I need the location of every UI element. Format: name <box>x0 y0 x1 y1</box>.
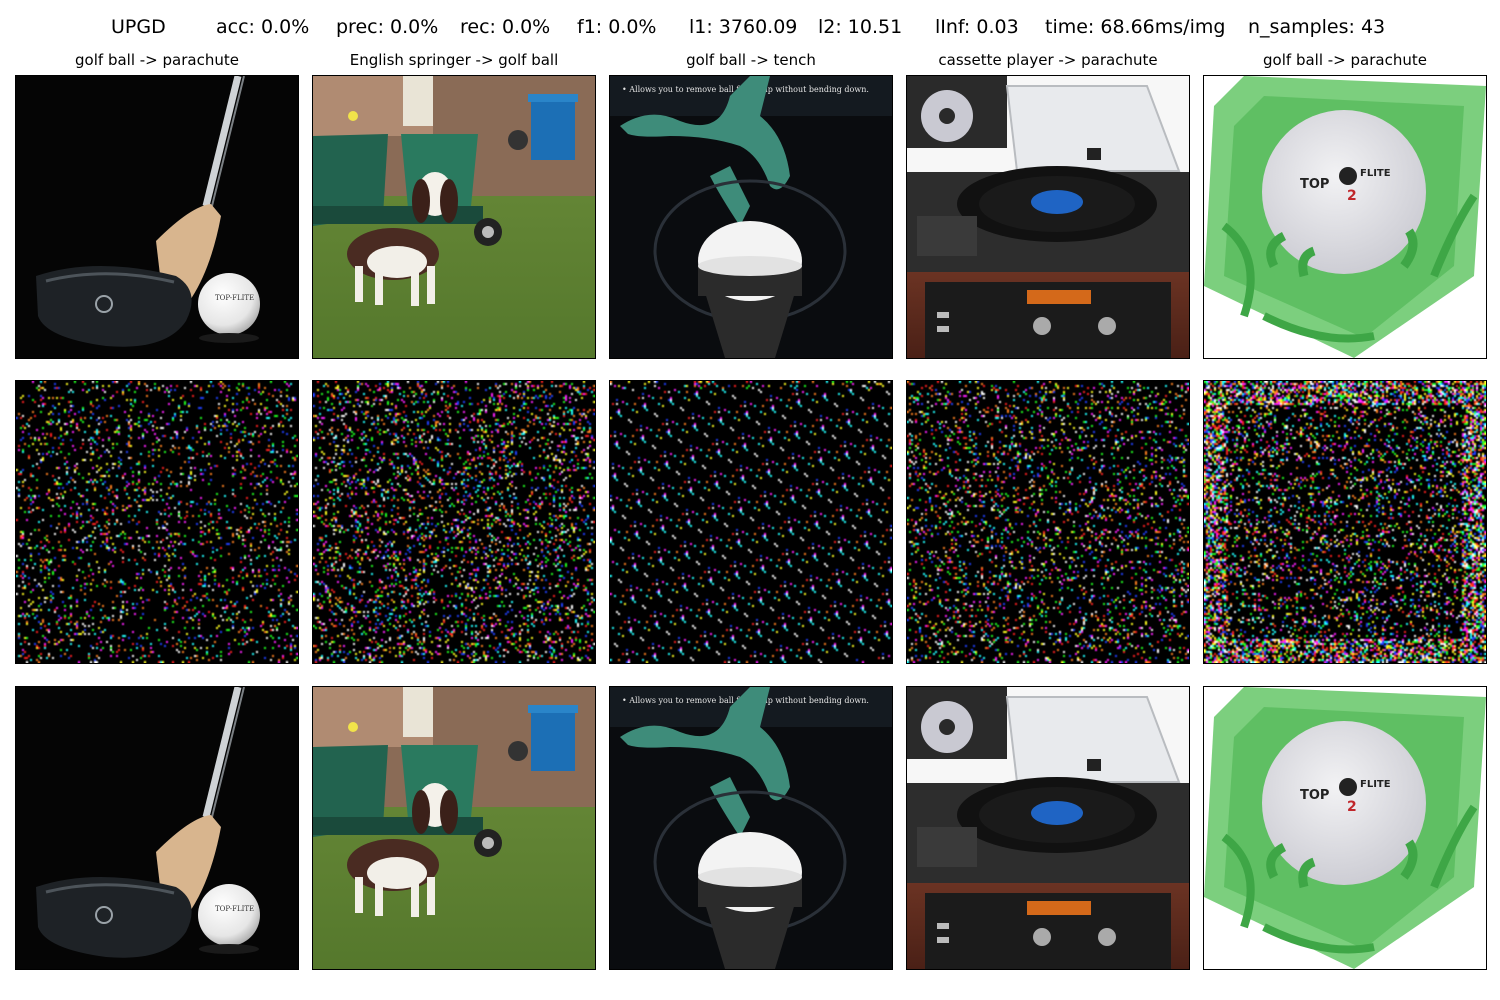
original-image-golf-ball-green <box>1203 75 1487 359</box>
method-name: UPGD <box>111 16 166 38</box>
column-title: cassette player -> parachute <box>938 51 1158 69</box>
perturbation-map <box>906 380 1190 664</box>
acc-metric: acc: 0.0% <box>216 16 310 38</box>
l1-metric: l1: 3760.09 <box>689 16 798 38</box>
perturbation-map <box>312 380 596 664</box>
original-image-golf-ad <box>609 75 893 359</box>
perturbation-map <box>15 380 299 664</box>
adversarial-image-golf-ball-green <box>1203 686 1487 970</box>
original-image-springer-dog <box>312 75 596 359</box>
rec-metric: rec: 0.0% <box>460 16 551 38</box>
time-metric: time: 68.66ms/img <box>1045 16 1226 38</box>
l2-metric: l2: 10.51 <box>818 16 903 38</box>
n-samples-metric: n_samples: 43 <box>1248 16 1386 38</box>
original-image-turntable <box>906 75 1190 359</box>
perturbation-map <box>609 380 893 664</box>
f1-metric: f1: 0.0% <box>577 16 657 38</box>
perturbation-map <box>1203 380 1487 664</box>
column-title: golf ball -> tench <box>686 51 816 69</box>
linf-metric: lInf: 0.03 <box>935 16 1019 38</box>
adversarial-image-springer-dog <box>312 686 596 970</box>
metrics-header: UPGD acc: 0.0% prec: 0.0% rec: 0.0% f1: … <box>0 16 1500 42</box>
prec-metric: prec: 0.0% <box>336 16 439 38</box>
column-title: golf ball -> parachute <box>75 51 239 69</box>
adversarial-image-turntable <box>906 686 1190 970</box>
adversarial-image-golf-ad <box>609 686 893 970</box>
original-image-golf-driver <box>15 75 299 359</box>
column-title: golf ball -> parachute <box>1263 51 1427 69</box>
column-title: English springer -> golf ball <box>349 51 559 69</box>
adversarial-image-golf-driver <box>15 686 299 970</box>
